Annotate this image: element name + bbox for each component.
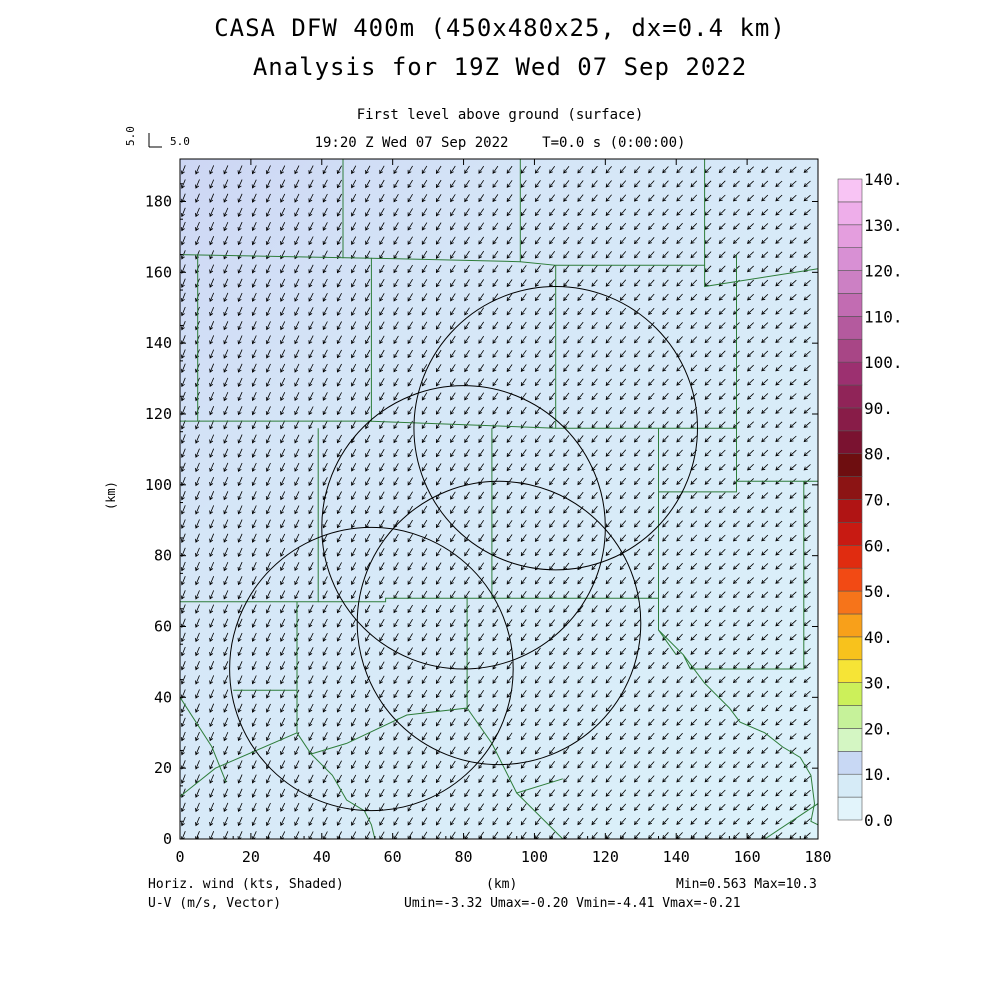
county-boundary (704, 265, 818, 288)
reference-vector-label-u: 5.0 (170, 135, 190, 148)
colorbar-swatch (837, 430, 863, 455)
min-max-label: Min=0.563 Max=10.3 (676, 877, 817, 892)
colorbar-label: 60. (864, 536, 893, 555)
valid-time-label: 19:20 Z Wed 07 Sep 2022 T=0.0 s (0:00:00… (314, 135, 686, 151)
county-boundary (764, 803, 818, 839)
colorbar-label: 100. (864, 353, 903, 372)
shaded-field-description: Horiz. wind (kts, Shaded) (148, 877, 344, 892)
county-boundary (180, 732, 298, 797)
y-tick-label: 20 (154, 759, 172, 777)
colorbar-swatch (837, 293, 863, 317)
radar-range-ring (356, 480, 642, 766)
colorbar-label: 70. (864, 491, 893, 510)
colorbar-swatch (837, 316, 863, 340)
x-tick-label: 100 (521, 848, 548, 866)
county-boundary (310, 753, 376, 839)
colorbar-label: 10. (864, 765, 893, 784)
colorbar-label: 80. (864, 445, 893, 464)
x-tick-label: 60 (384, 848, 402, 866)
reference-vector (148, 133, 162, 148)
colorbar-swatch (837, 613, 863, 638)
radar-range-ring (229, 526, 514, 812)
colorbar-swatch (837, 728, 863, 752)
x-tick-label: 160 (734, 848, 761, 866)
colorbar-swatch (837, 796, 863, 821)
county-boundary (516, 792, 564, 839)
y-tick-label: 40 (154, 688, 172, 706)
colorbar-swatch (837, 705, 863, 729)
county-boundary (682, 654, 818, 826)
radar-range-ring (321, 385, 606, 670)
vector-field-description: U-V (m/s, Vector) (148, 896, 282, 911)
colorbar-label: 50. (864, 582, 893, 601)
x-tick-label: 40 (313, 848, 331, 866)
wind-vector-field (180, 165, 811, 839)
colorbar-swatch (837, 590, 863, 615)
uv-range-label: Umin=-3.32 Umax=-0.20 Vmin=-4.41 Vmax=-0… (404, 896, 741, 911)
y-tick-label: 100 (145, 476, 172, 494)
colorbar-label: 130. (864, 216, 903, 235)
colorbar-swatch (837, 384, 863, 409)
x-tick-label: 140 (663, 848, 690, 866)
county-boundary (318, 428, 659, 603)
colorbar-swatch (837, 522, 863, 546)
county-boundary (180, 697, 227, 783)
x-tick-label: 20 (242, 848, 260, 866)
x-tick-label: 120 (592, 848, 619, 866)
x-tick-label: 0 (175, 848, 184, 866)
colorbar-swatch (837, 338, 863, 363)
colorbar-swatch (837, 544, 863, 569)
radar-range-ring (413, 286, 698, 571)
y-tick-label: 180 (145, 193, 172, 211)
colorbar-label: 120. (864, 262, 903, 281)
colorbar-swatch (837, 178, 863, 203)
x-axis-label: (km) (486, 877, 518, 892)
y-tick-label: 60 (154, 618, 172, 636)
colorbar-swatch (837, 682, 863, 706)
county-boundary (466, 707, 563, 794)
county-boundary (736, 480, 818, 492)
chart-subtitle-analysis: Analysis for 19Z Wed 07 Sep 2022 (252, 53, 748, 81)
county-boundary (658, 629, 677, 656)
colorbar-label: 140. (864, 170, 903, 189)
colorbar-swatch (837, 224, 863, 248)
colorbar-swatch (837, 453, 863, 477)
y-tick-label: 80 (154, 547, 172, 565)
colorbar-label: 0.0 (864, 811, 893, 830)
plot-frame (179, 158, 819, 840)
colorbar-swatch (837, 751, 863, 775)
county-boundary (658, 481, 805, 670)
colorbar-swatch (837, 636, 863, 661)
chart-title: CASA DFW 400m (450x480x25, dx=0.4 km) (214, 14, 786, 42)
colorbar-swatch (837, 270, 863, 294)
colorbar-label: 30. (864, 674, 893, 693)
colorbar-swatch (837, 499, 863, 523)
y-tick-label: 160 (145, 263, 172, 281)
level-label: First level above ground (surface) (356, 107, 644, 123)
county-boundary (346, 598, 468, 744)
colorbar-swatch (837, 201, 863, 226)
y-tick-label: 140 (145, 334, 172, 352)
county-boundary (296, 690, 347, 755)
colorbar-label: 110. (864, 307, 903, 326)
county-boundary (180, 254, 372, 422)
colorbar-label: 40. (864, 628, 893, 647)
colorbar-label: 20. (864, 719, 893, 738)
y-tick-label: 0 (163, 830, 172, 848)
colorbar-swatch (837, 361, 863, 386)
plot-area (180, 159, 818, 839)
x-tick-label: 80 (455, 848, 473, 866)
y-tick-label: 120 (145, 405, 172, 423)
colorbar-swatch (837, 773, 863, 798)
colorbar-swatch (837, 407, 863, 432)
colorbar-swatch (837, 567, 863, 592)
colorbar-swatch (837, 476, 863, 500)
colorbar-swatch (837, 659, 863, 683)
x-tick-label: 180 (804, 848, 831, 866)
colorbar-swatch (837, 247, 863, 271)
colorbar-label: 90. (864, 399, 893, 418)
